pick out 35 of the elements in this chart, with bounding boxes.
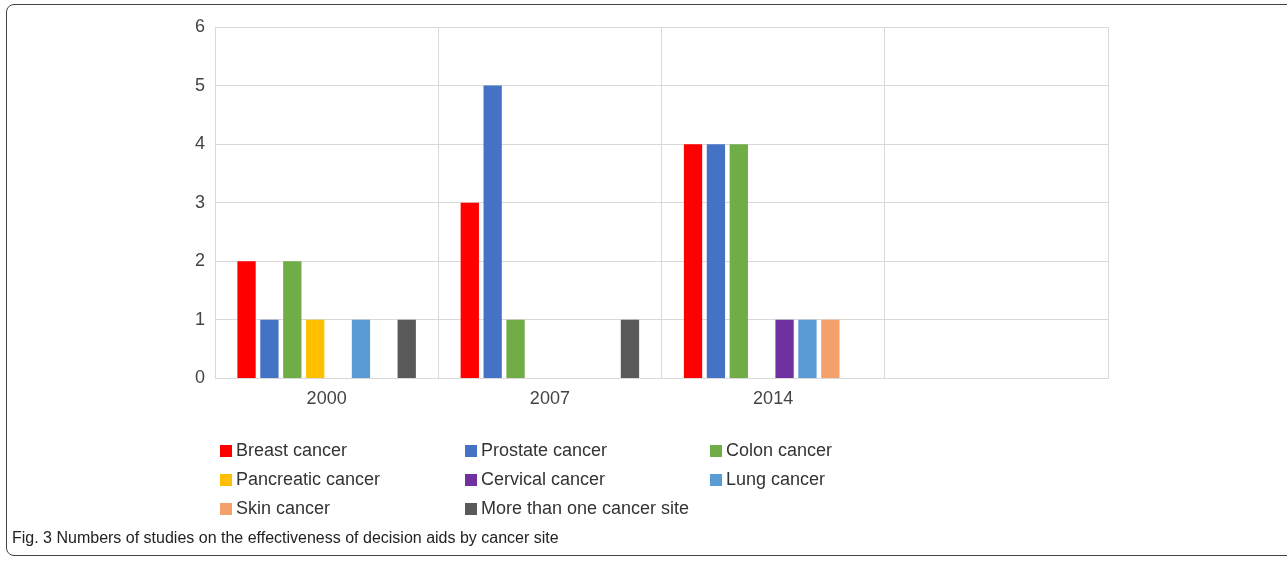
legend-label: Lung cancer <box>726 469 826 490</box>
bar <box>237 261 256 378</box>
bar <box>397 319 416 378</box>
y-tick-label: 6 <box>195 15 206 36</box>
legend-label: Cervical cancer <box>481 469 606 490</box>
x-tick-label: 2007 <box>529 388 570 409</box>
legend-label: Skin cancer <box>236 498 331 519</box>
y-tick-label: 1 <box>195 308 206 329</box>
y-tick-label: 5 <box>195 74 206 95</box>
legend-label: Breast cancer <box>236 440 348 461</box>
bar <box>260 319 279 378</box>
x-tick-label: 2014 <box>753 388 794 409</box>
y-tick-label: 0 <box>195 367 206 388</box>
y-tick-label: 3 <box>195 191 206 212</box>
bar <box>798 319 817 378</box>
y-tick-label: 2 <box>195 250 206 271</box>
legend-label: Prostate cancer <box>481 440 608 461</box>
bar <box>483 85 502 378</box>
bar <box>821 319 840 378</box>
legend-label: Pancreatic cancer <box>236 469 381 490</box>
bar <box>775 319 794 378</box>
bar <box>706 144 726 378</box>
x-tick-label: 2000 <box>306 388 347 409</box>
bar <box>683 144 703 378</box>
legend-label: More than one cancer site <box>481 498 690 519</box>
bar <box>729 144 748 378</box>
bar <box>351 319 371 378</box>
bar <box>460 202 479 378</box>
bar <box>283 261 302 378</box>
y-tick-label: 4 <box>195 133 206 154</box>
bar <box>506 319 525 378</box>
legend-label: Colon cancer <box>726 440 833 461</box>
bar <box>306 319 325 378</box>
bar <box>620 319 640 378</box>
caption: Fig. 3 Numbers of studies on the effectiveness of decision aids by cancer site <box>12 529 559 547</box>
